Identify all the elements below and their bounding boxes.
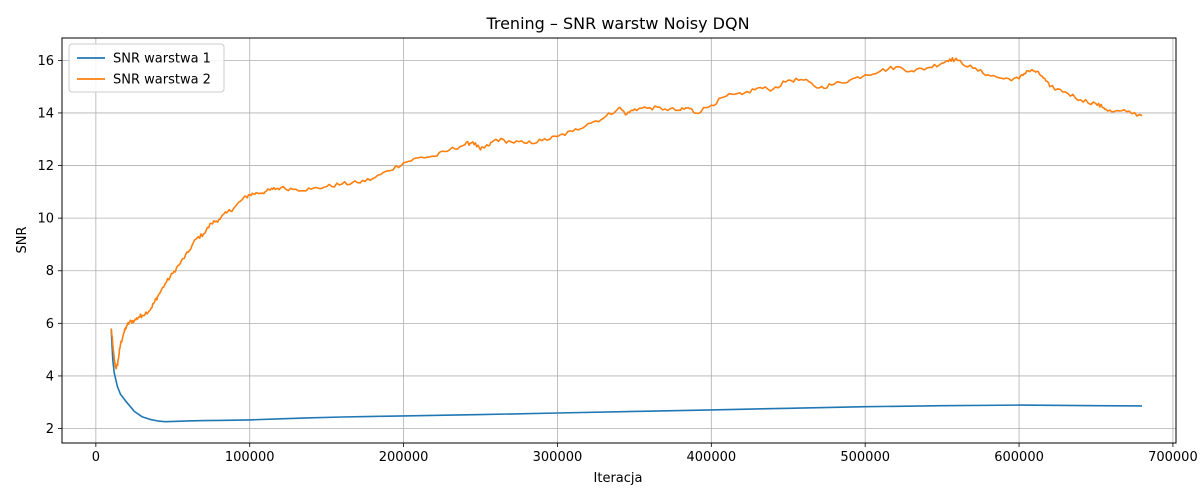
legend: SNR warstwa 1 SNR warstwa 2 xyxy=(68,43,225,93)
y-tick-label-5: 12 xyxy=(37,159,54,174)
x-tick-label-6: 600000 xyxy=(994,450,1044,465)
y-tick-label-7: 16 xyxy=(37,54,54,69)
plot-frame xyxy=(61,37,1177,444)
chart-title: Trening – SNR warstw Noisy DQN xyxy=(485,14,749,33)
y-tick-label-0: 2 xyxy=(46,422,54,437)
y-tick-label-4: 10 xyxy=(37,212,54,227)
y-tick-label-1: 4 xyxy=(46,369,54,384)
y-axis-label: SNR xyxy=(15,226,30,253)
y-tick-label-2: 6 xyxy=(46,317,54,332)
y-tick-label-6: 14 xyxy=(37,106,54,121)
x-tick-label-3: 300000 xyxy=(533,450,583,465)
x-tick-label-5: 500000 xyxy=(840,450,890,465)
series-line-1 xyxy=(110,328,1143,423)
plot-series xyxy=(110,57,1143,423)
axis-ticks: 0 100000 200000 300000 400000 500000 600000 700… xyxy=(37,54,1197,465)
x-tick-label-0: 0 xyxy=(92,450,100,465)
x-tick-label-7: 700000 xyxy=(1148,450,1198,465)
legend-label-1: SNR warstwa 1 xyxy=(113,52,211,67)
series-line-2 xyxy=(110,57,1143,370)
y-tick-label-3: 8 xyxy=(46,264,54,279)
x-axis-label: Iteracja xyxy=(594,471,643,486)
grid xyxy=(62,38,1176,443)
legend-label-2: SNR warstwa 2 xyxy=(113,73,211,88)
x-tick-label-4: 400000 xyxy=(687,450,737,465)
x-tick-label-1: 100000 xyxy=(225,450,275,465)
x-tick-label-2: 200000 xyxy=(379,450,429,465)
legend-box xyxy=(68,43,225,93)
